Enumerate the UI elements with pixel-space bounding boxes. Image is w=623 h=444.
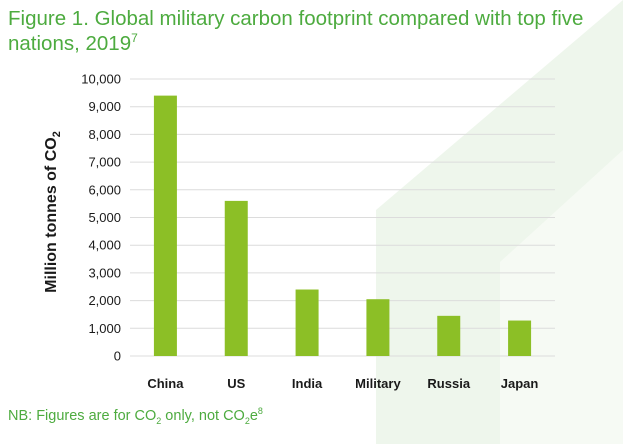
x-category-label: Russia [427,376,470,391]
bar-india [295,289,319,356]
y-tick-label: 4,000 [88,238,121,253]
y-tick-label: 9,000 [88,99,121,114]
y-tick-label: 0 [114,349,121,364]
y-tick-label: 2,000 [88,293,121,308]
x-category-label: China [147,376,184,391]
figure-title-text: Figure 1. Global military carbon footpri… [8,7,584,55]
y-tick-label: 8,000 [88,127,121,142]
y-tick-label: 1,000 [88,321,121,336]
y-axis-label-subscript: 2 [51,131,63,137]
bar-us [224,200,248,356]
y-tick-label: 5,000 [88,210,121,225]
footnote-sub-2: 2 [244,415,250,426]
figure-title-reference: 7 [131,31,138,46]
y-tick-label: 7,000 [88,155,121,170]
x-category-label: Japan [501,376,539,391]
gridlines [130,78,555,357]
x-category-label: India [292,376,323,391]
y-tick-label: 3,000 [88,265,121,280]
bar-military [366,299,390,356]
footnote-tail: e [249,408,258,424]
bar-china [153,95,177,357]
y-tick-label: 10,000 [81,72,121,87]
y-axis-label: Million tonnes of CO2 [43,131,63,293]
footnote-reference: 8 [257,406,263,417]
background-stripe [500,150,623,444]
y-tick-label: 6,000 [88,182,121,197]
footnote-sub-1: 2 [156,415,162,426]
figure-title: Figure 1. Global military carbon footpri… [8,6,608,56]
footnote-prefix: NB: Figures are for CO [8,408,157,424]
y-axis-label-text: Million tonnes of CO [43,137,60,293]
footnote: NB: Figures are for CO2 only, not CO2e8 [8,406,263,426]
bar-japan [508,320,532,356]
footnote-middle: only, not CO [161,408,245,424]
bars [153,95,532,357]
x-category-label: US [227,376,245,391]
y-axis-ticks: 0 1,000 2,000 3,000 4,000 5,000 6,000 7,000 8,00… [81,72,121,364]
bar-russia [437,315,461,356]
x-category-label: Military [355,376,401,391]
x-axis-categories: China US India Military Russia Japan [147,376,538,391]
